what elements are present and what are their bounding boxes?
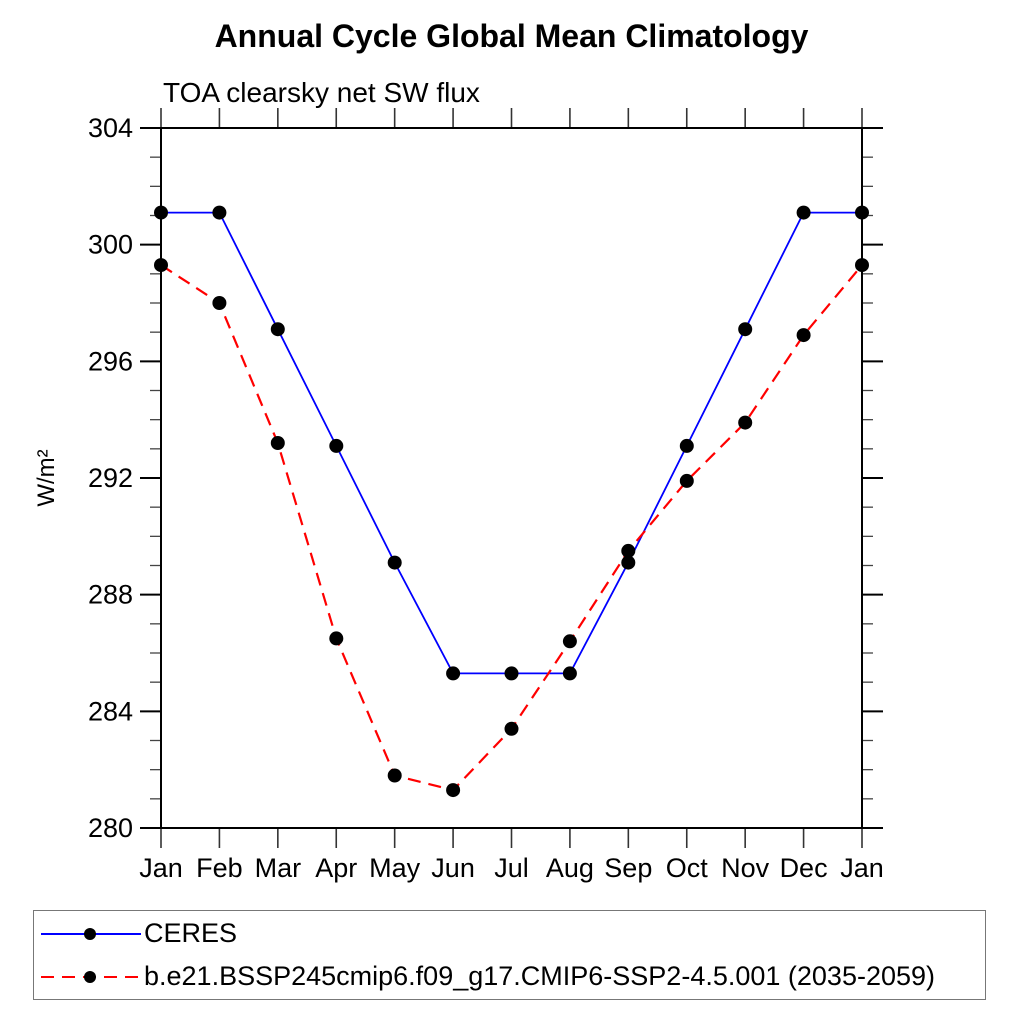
chart-subtitle: TOA clearsky net SW flux [163,77,480,108]
x-tick-label: Aug [546,853,594,883]
model-data-point-marker [796,328,811,343]
x-tick-label: Jan [840,853,884,883]
ceres-data-point-marker [796,205,811,220]
ceres-data-point-marker [387,555,402,570]
x-tick-label: May [369,853,421,883]
legend-item-model: b.e21.BSSP245cmip6.f09_g17.CMIP6-SSP2-4.… [34,955,985,998]
x-tick-label: Oct [666,853,709,883]
ceres-line [161,211,862,675]
legend-label-model: b.e21.BSSP245cmip6.f09_g17.CMIP6-SSP2-4.… [144,961,936,991]
x-tick-label: Mar [255,853,302,883]
model-data-point-marker [212,296,227,310]
x-tick-label: Feb [196,853,243,883]
plot-area: 280 284 288 292 296 300 304 Jan Feb Mar Apr May Jun J… [88,108,884,883]
y-tick-label: 304 [88,113,133,143]
ceres-data-point-marker [270,322,285,337]
plot-frame [160,127,863,829]
ceres-data-point-marker [504,666,519,681]
ceres-data-point-marker [154,205,168,220]
legend-item-ceres: CERES [34,912,985,955]
ceres-data-point-marker [329,438,344,453]
x-tick-label: Nov [721,853,770,883]
legend-label-ceres: CERES [144,918,238,948]
y-tick-label: 284 [88,696,133,726]
ceres-data-point-marker [855,205,869,220]
model-line [160,264,863,792]
circle-marker-icon [84,970,96,983]
model-data-point-marker [562,634,577,649]
model-data-point-marker [270,436,285,450]
chart-title: Annual Cycle Global Mean Climatology [214,18,809,54]
model-data-point-marker [154,258,168,273]
ceres-data-point-marker [679,438,694,453]
ceres-data-point-marker [446,666,461,681]
y-tick-label: 288 [88,580,133,610]
ceres-data-point-marker [738,322,753,337]
legend-sample-model [41,969,141,985]
model-data-point-marker [504,721,519,736]
legend-box: CERES b.e21.BSSP245cmip6.f09_g17.CMIP6-S… [33,910,986,1000]
model-data-point-marker [679,473,694,488]
x-tick-label: Sep [604,853,652,883]
x-tick-label: Jul [494,853,529,883]
circle-marker-icon [84,927,96,940]
y-tick-label: 280 [88,813,133,843]
y-tick-label: 292 [88,463,133,493]
ceres-data-point-marker [621,555,636,570]
y-tick-label: 296 [88,346,133,376]
ceres-data-point-marker [562,666,577,681]
x-tick-label: Apr [315,853,357,883]
model-data-point-marker [738,415,753,430]
model-data-point-marker [387,768,402,783]
x-tick-label: Dec [780,853,828,883]
model-data-point-marker [329,631,344,646]
x-tick-label: Jan [139,853,183,883]
model-data-point-marker [855,258,869,273]
model-data-point-marker [446,783,461,798]
ceres-data-point-marker [212,205,227,220]
x-tick-label: Jun [431,853,475,883]
y-tick-label: 300 [88,230,133,260]
legend-sample-ceres [41,926,141,942]
model-data-point-marker [621,543,636,558]
